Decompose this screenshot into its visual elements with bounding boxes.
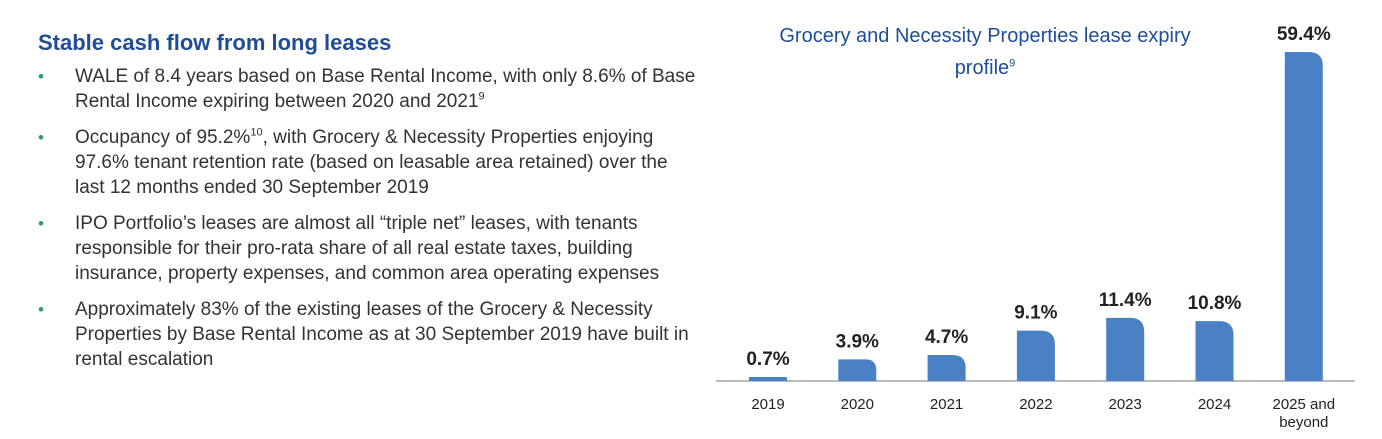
- bar-2023: [1106, 317, 1145, 381]
- bullet-dot-icon: •: [38, 128, 44, 147]
- x-tick-label: 2024: [1198, 396, 1231, 413]
- chart-title-footnote: 9: [1009, 57, 1016, 70]
- bar-2020: [838, 359, 877, 381]
- x-tick-label: 2022: [1019, 396, 1052, 413]
- footnote-ref: 9: [478, 90, 485, 103]
- x-tick-label: 2021: [930, 396, 963, 413]
- text-panel: Stable cash flow from long leases • WALE…: [38, 28, 698, 383]
- bullet-text-continued: , with Grocery & Necessity Properties en…: [75, 127, 668, 198]
- bar-2021: [927, 354, 966, 381]
- data-label: 0.7%: [746, 349, 789, 370]
- x-tick-label: beyond: [1279, 414, 1328, 431]
- section-heading: Stable cash flow from long leases: [38, 30, 392, 55]
- bullet-dot-icon: •: [38, 214, 44, 233]
- data-label: 11.4%: [1099, 290, 1152, 311]
- footnote-ref: 10: [250, 126, 263, 139]
- bullet-dot-icon: •: [38, 300, 44, 319]
- data-label: 10.8%: [1188, 293, 1242, 314]
- bullet-item: • Approximately 83% of the existing leas…: [38, 297, 698, 372]
- data-label: 59.4%: [1277, 24, 1331, 45]
- bar-2024: [1195, 321, 1234, 381]
- x-tick-label: 2023: [1109, 396, 1142, 413]
- bar-2019: [749, 377, 787, 381]
- bullet-text: IPO Portfolio’s leases are almost all “t…: [75, 213, 660, 284]
- bullet-item: • WALE of 8.4 years based on Base Rental…: [38, 64, 698, 114]
- bullet-text: WALE of 8.4 years based on Base Rental I…: [75, 66, 696, 112]
- bar-2025-and-beyond: [1284, 52, 1323, 381]
- x-tick-label: 2019: [751, 396, 784, 413]
- chart-title-text: Grocery and Necessity Properties lease e…: [779, 25, 1191, 79]
- bar-2022: [1016, 330, 1055, 381]
- data-label: 4.7%: [925, 327, 968, 348]
- chart-title: Grocery and Necessity Properties lease e…: [770, 20, 1200, 84]
- bullet-text: Occupancy of 95.2%: [75, 127, 251, 148]
- bullet-item: • Occupancy of 95.2%10, with Grocery & N…: [38, 125, 698, 200]
- lease-expiry-bar-chart: 0.7% 2019 3.9% 2020 4.7% 2021 9.1% 2022 11.4% 202…: [716, 24, 1355, 431]
- bullet-dot-icon: •: [38, 67, 44, 86]
- data-label: 3.9%: [836, 331, 879, 352]
- bullet-list: • WALE of 8.4 years based on Base Rental…: [38, 64, 698, 372]
- x-tick-label: 2020: [841, 396, 874, 413]
- bullet-text: Approximately 83% of the existing leases…: [75, 299, 689, 370]
- data-label: 9.1%: [1014, 303, 1057, 324]
- bullet-item: • IPO Portfolio’s leases are almost all …: [38, 211, 698, 286]
- x-tick-label: 2025 and: [1273, 396, 1336, 413]
